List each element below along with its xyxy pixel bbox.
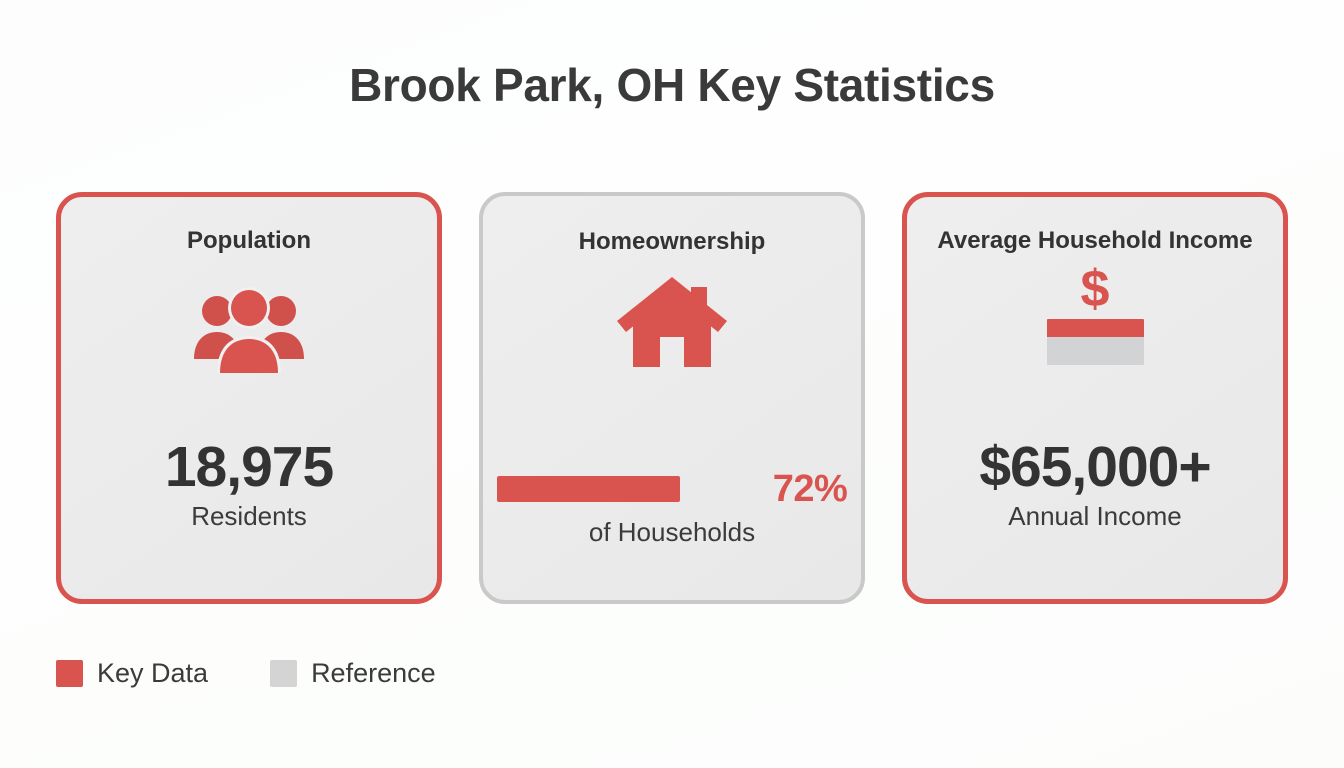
card-title-average-household-income: Average Household Income	[937, 227, 1253, 254]
legend: Key Data Reference	[56, 660, 498, 687]
progress-fill	[496, 476, 680, 502]
progress-caption: of Households	[588, 517, 756, 547]
house-icon	[613, 265, 731, 377]
stat-card-average-household-income[interactable]: Average Household Income $ $65,000+ Annu…	[902, 192, 1288, 604]
money-band-reference	[1046, 336, 1144, 365]
people-group-icon	[189, 282, 309, 378]
legend-swatch-key-data	[56, 660, 83, 687]
stat-block-average-household-income: $65,000+ Annual Income	[907, 437, 1283, 533]
money-dollar-icon: $	[1046, 258, 1144, 370]
progress-percent-value: 72%	[772, 468, 848, 510]
page-title: Brook Park, OH Key Statistics	[349, 59, 995, 111]
card-title-homeownership: Homeownership	[578, 228, 766, 255]
homeownership-progress: 72%	[483, 470, 861, 508]
legend-label-key-data: Key Data	[97, 658, 209, 688]
stat-card-homeownership[interactable]: Homeownership	[479, 192, 865, 604]
money-bill-stack	[1046, 318, 1144, 365]
stat-value-average-household-income: $65,000+	[979, 435, 1211, 499]
legend-label-reference: Reference	[311, 658, 436, 688]
progress-track	[496, 476, 751, 502]
stat-block-population: 18,975 Residents	[61, 437, 437, 533]
card-title-population: Population	[187, 227, 311, 254]
stat-label-average-household-income: Annual Income	[1008, 501, 1182, 531]
stat-label-population: Residents	[191, 501, 307, 531]
legend-swatch-reference	[270, 660, 298, 687]
stat-value-population: 18,975	[164, 435, 334, 499]
money-band-key	[1046, 318, 1144, 337]
stat-card-population[interactable]: Population 18,975 Resi	[56, 192, 442, 604]
legend-item-key-data[interactable]: Key Data	[56, 660, 208, 687]
legend-item-reference[interactable]: Reference	[270, 660, 436, 687]
dollar-sign-glyph: $	[1080, 259, 1110, 318]
stat-card-row: Population 18,975 Resi	[56, 192, 1288, 604]
